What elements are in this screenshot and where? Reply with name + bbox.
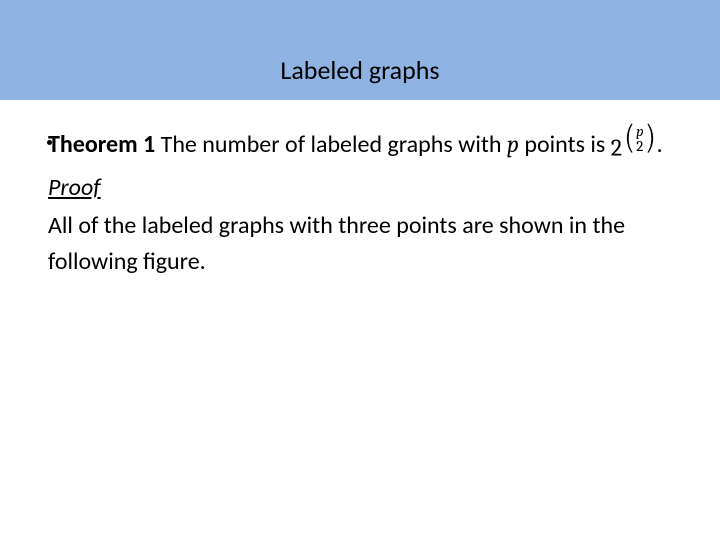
theorem-var-p: p — [507, 130, 519, 158]
proof-label: Proof — [48, 170, 672, 206]
paren-left: ( — [625, 120, 635, 154]
theorem-text-2: points is — [519, 130, 611, 159]
theorem-formula: 2(p2) — [611, 126, 657, 166]
proof-text: All of the labeled graphs with three poi… — [48, 208, 672, 280]
bullet-icon — [47, 140, 52, 145]
title-bar: Labeled graphs — [0, 0, 720, 100]
theorem-label: Theorem 1 — [48, 130, 155, 159]
theorem-statement: Theorem 1 The number of labeled graphs w… — [48, 126, 672, 166]
binomial: (p2) — [623, 126, 657, 166]
theorem-period: . — [657, 130, 663, 159]
theorem-text-1: The number of labeled graphs with — [155, 130, 507, 159]
content-area: Theorem 1 The number of labeled graphs w… — [0, 100, 720, 280]
proof-label-text: Proof — [48, 173, 101, 202]
binom-bot: 2 — [636, 139, 644, 154]
bullet-row: Theorem 1 The number of labeled graphs w… — [48, 126, 672, 280]
slide-title: Labeled graphs — [280, 54, 439, 86]
binom-stack: p2 — [636, 124, 644, 154]
formula-base: 2 — [611, 134, 622, 162]
paren-right: ) — [645, 120, 655, 154]
